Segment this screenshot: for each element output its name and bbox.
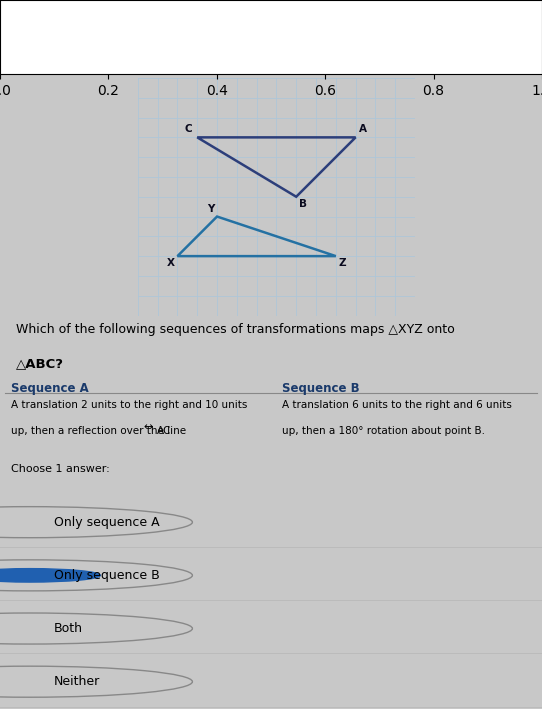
Text: AC: AC	[157, 426, 172, 436]
Text: Both: Both	[54, 622, 83, 635]
Text: B: B	[299, 199, 307, 208]
Text: Only sequence A: Only sequence A	[54, 515, 160, 529]
Text: A translation 2 units to the right and 10 units: A translation 2 units to the right and 1…	[11, 401, 247, 411]
Text: △ABC?: △ABC?	[16, 357, 64, 370]
Text: A: A	[359, 124, 366, 135]
Text: Which of the following sequences of transformations maps △XYZ onto: Which of the following sequences of tran…	[16, 323, 455, 336]
Text: Y: Y	[207, 203, 214, 213]
Text: Sequence B: Sequence B	[282, 381, 359, 395]
Text: Neither: Neither	[54, 675, 100, 688]
Text: up, then a reflection over the line: up, then a reflection over the line	[11, 426, 186, 436]
Text: up, then a 180° rotation about point B.: up, then a 180° rotation about point B.	[282, 426, 485, 436]
Text: A translation 6 units to the right and 6 units: A translation 6 units to the right and 6…	[282, 401, 512, 411]
Text: X: X	[166, 258, 175, 268]
Text: Sequence A: Sequence A	[11, 381, 88, 395]
Text: Triangles △XYZ and △ABC are congruent. The side length of each: Triangles △XYZ and △ABC are congruent. T…	[16, 11, 425, 24]
Text: Only sequence B: Only sequence B	[54, 569, 160, 582]
Text: Choose 1 answer:: Choose 1 answer:	[11, 464, 109, 474]
Text: Z: Z	[339, 258, 346, 268]
Circle shape	[0, 569, 100, 582]
Text: C: C	[185, 124, 192, 135]
Text: ↔: ↔	[144, 423, 153, 432]
Text: square on the grid is 1 unit.: square on the grid is 1 unit.	[16, 46, 190, 59]
